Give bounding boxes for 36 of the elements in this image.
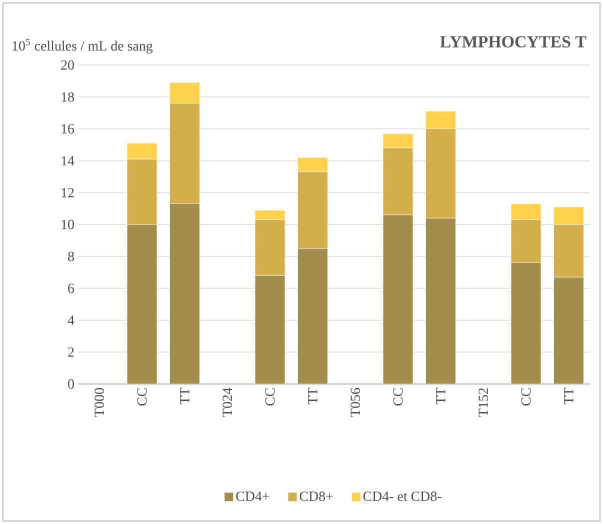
- x-tick-label: TT: [308, 388, 318, 404]
- bar: [169, 204, 200, 384]
- y-tick-label: 14: [62, 156, 74, 166]
- legend-label: CD4- et CD8-: [363, 492, 442, 501]
- x-tick-label: CC: [137, 388, 147, 406]
- x-tick-label: TT: [436, 388, 446, 404]
- chart-title: LYMPHOCYTES T: [440, 36, 586, 48]
- bar: [553, 276, 584, 384]
- x-tick-label: T152: [478, 388, 488, 417]
- y-axis-title: 10$^{5}$ cellules / mL de sang: [12, 38, 153, 54]
- x-tick-label: CC: [265, 388, 275, 406]
- y-tick-label: 18: [62, 92, 74, 102]
- x-tick-label: T056: [350, 388, 360, 417]
- bar: [425, 218, 456, 384]
- x-tick-label: CC: [393, 388, 403, 406]
- x-tick-label: TT: [564, 388, 574, 404]
- x-tick-label: TT: [180, 388, 190, 404]
- x-tick-label: T000: [94, 388, 104, 417]
- bar: [510, 262, 542, 384]
- y-tick-label: 8: [68, 252, 74, 262]
- legend-label: CD4+: [236, 492, 270, 501]
- y-tick-label: 12: [62, 188, 74, 198]
- y-tick-label: 10: [62, 220, 74, 230]
- bar: [126, 224, 158, 384]
- bar: [254, 275, 286, 384]
- y-tick-label: 0: [68, 379, 74, 389]
- y-tick-label: 6: [68, 284, 74, 293]
- y-tick-label: 2: [68, 347, 74, 357]
- y-tick-label: 16: [62, 124, 74, 134]
- bar: [297, 248, 328, 384]
- y-tick-label: 4: [68, 316, 74, 325]
- legend-label: CD8+: [300, 492, 333, 501]
- x-tick-label: CC: [521, 388, 531, 406]
- y-tick-label: 20: [61, 60, 74, 70]
- x-tick-label: T024: [222, 388, 232, 417]
- bar: [382, 214, 414, 384]
